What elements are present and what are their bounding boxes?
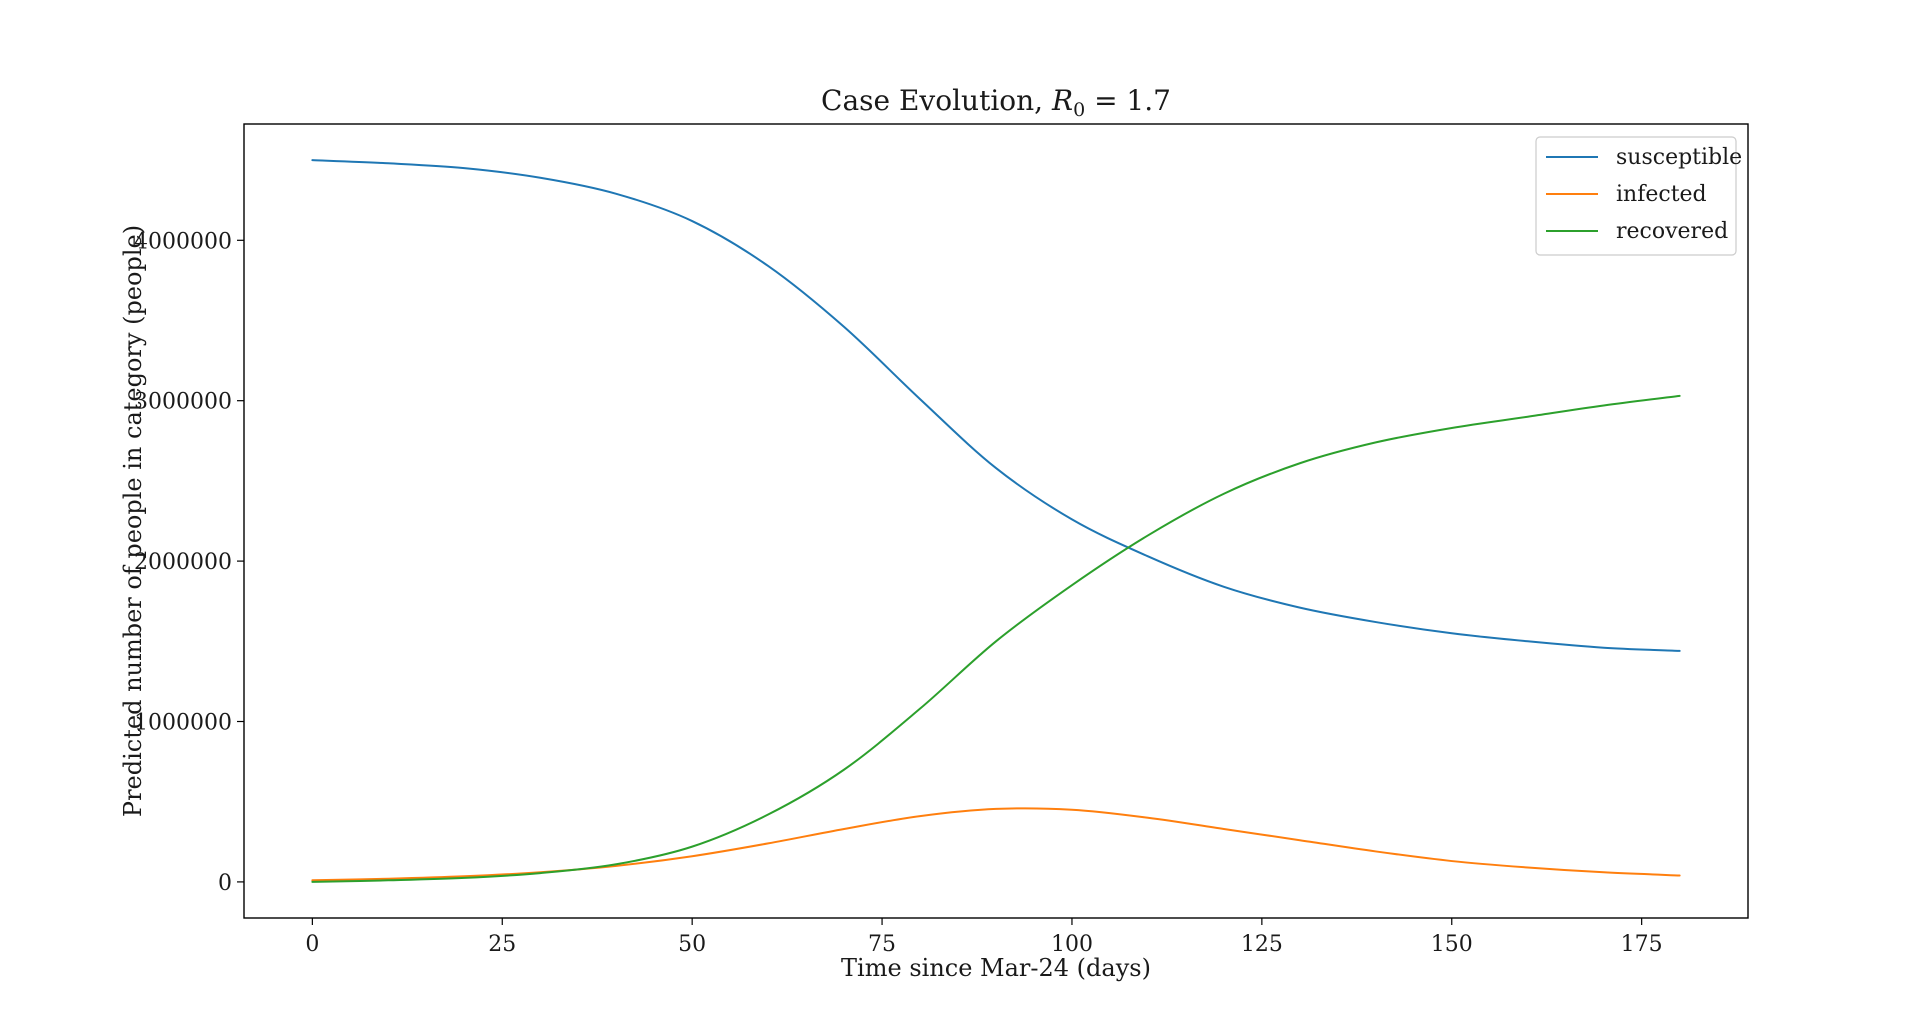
y-tick-label: 4000000 xyxy=(134,229,232,254)
legend-label-recovered: recovered xyxy=(1616,219,1728,244)
chart-title: Case Evolution, R0 = 1.7 xyxy=(821,84,1171,121)
title-subscript: 0 xyxy=(1073,99,1085,121)
legend: susceptible infected recovered xyxy=(1535,136,1742,256)
x-axis-label: Time since Mar-24 (days) xyxy=(841,954,1151,982)
y-axis: 0 1000000 2000000 3000000 4000000 xyxy=(134,229,244,896)
x-tick-label: 150 xyxy=(1431,932,1473,957)
series-line-susceptible xyxy=(311,159,1681,652)
title-suffix: = 1.7 xyxy=(1085,84,1171,117)
x-axis: 0 25 50 75 100 125 150 175 xyxy=(305,918,1663,957)
y-tick-label: 1000000 xyxy=(134,711,232,736)
x-tick-label: 100 xyxy=(1051,932,1093,957)
x-tick-label: 50 xyxy=(678,932,706,957)
y-tick-label: 2000000 xyxy=(134,550,232,575)
chart-title-text: Case Evolution, R0 = 1.7 xyxy=(821,84,1171,121)
series-line-infected xyxy=(311,807,1681,882)
title-symbol: R xyxy=(1051,84,1073,117)
x-tick-label: 0 xyxy=(305,932,319,957)
x-tick-label: 75 xyxy=(868,932,896,957)
legend-label-infected: infected xyxy=(1616,182,1707,207)
legend-box xyxy=(1535,136,1737,256)
legend-label-susceptible: susceptible xyxy=(1616,145,1742,170)
y-axis-label: Predicted number of people in category (… xyxy=(119,225,147,817)
x-tick-label: 125 xyxy=(1241,932,1283,957)
title-prefix: Case Evolution, xyxy=(821,84,1052,117)
y-tick-label: 0 xyxy=(218,871,232,896)
x-tick-label: 25 xyxy=(488,932,516,957)
x-tick-label: 175 xyxy=(1621,932,1663,957)
legend-items: susceptible infected recovered xyxy=(1546,145,1742,244)
y-tick-label: 3000000 xyxy=(134,390,232,415)
series-line-recovered xyxy=(311,394,1681,883)
plot-area-frame xyxy=(243,123,1749,919)
series-layer xyxy=(311,159,1681,883)
